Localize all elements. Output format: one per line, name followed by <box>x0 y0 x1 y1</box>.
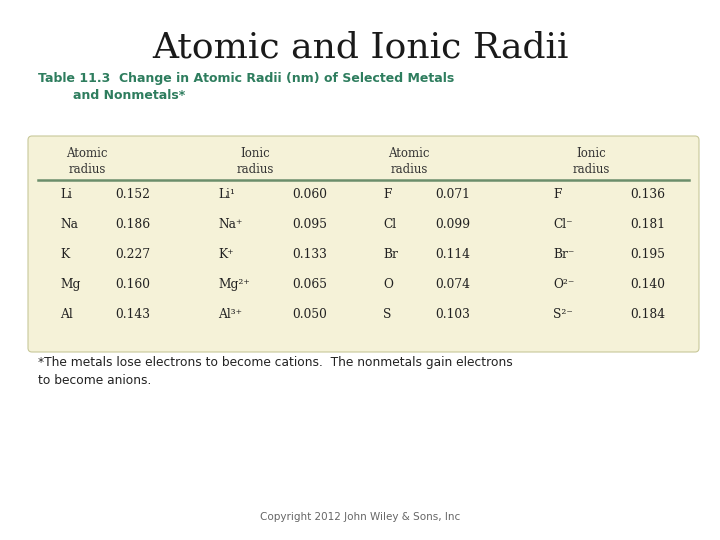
Text: 0.095: 0.095 <box>292 218 327 231</box>
Text: 0.184: 0.184 <box>630 308 665 321</box>
Text: K: K <box>60 248 69 261</box>
Text: S²⁻: S²⁻ <box>553 308 573 321</box>
Text: O: O <box>383 278 393 291</box>
Text: K⁺: K⁺ <box>218 248 233 261</box>
Text: Br: Br <box>383 248 398 261</box>
Text: Na: Na <box>60 218 78 231</box>
Text: Atomic
radius: Atomic radius <box>388 147 430 176</box>
Text: 0.227: 0.227 <box>115 248 150 261</box>
Text: Mg: Mg <box>60 278 81 291</box>
Text: Na⁺: Na⁺ <box>218 218 243 231</box>
Text: 0.065: 0.065 <box>292 278 327 291</box>
Text: Al³⁺: Al³⁺ <box>218 308 242 321</box>
Text: 0.071: 0.071 <box>435 188 470 201</box>
Text: 0.114: 0.114 <box>435 248 470 261</box>
Text: 0.152: 0.152 <box>115 188 150 201</box>
Text: 0.186: 0.186 <box>115 218 150 231</box>
Text: 0.181: 0.181 <box>630 218 665 231</box>
Text: Cl: Cl <box>383 218 396 231</box>
Text: 0.099: 0.099 <box>435 218 470 231</box>
Text: 0.143: 0.143 <box>115 308 150 321</box>
Text: Ionic
radius: Ionic radius <box>572 147 610 176</box>
Text: 0.136: 0.136 <box>630 188 665 201</box>
Text: 0.050: 0.050 <box>292 308 327 321</box>
Text: Mg²⁺: Mg²⁺ <box>218 278 250 291</box>
Text: 0.160: 0.160 <box>115 278 150 291</box>
Text: 0.103: 0.103 <box>435 308 470 321</box>
Text: 0.140: 0.140 <box>630 278 665 291</box>
Text: *The metals lose electrons to become cations.  The nonmetals gain electrons
to b: *The metals lose electrons to become cat… <box>38 356 513 387</box>
Text: S: S <box>383 308 392 321</box>
Text: Ionic
radius: Ionic radius <box>236 147 274 176</box>
Text: 0.195: 0.195 <box>630 248 665 261</box>
Text: Li: Li <box>60 188 72 201</box>
Text: Atomic and Ionic Radii: Atomic and Ionic Radii <box>152 30 568 64</box>
Text: 0.133: 0.133 <box>292 248 327 261</box>
Text: Copyright 2012 John Wiley & Sons, Inc: Copyright 2012 John Wiley & Sons, Inc <box>260 512 460 522</box>
Text: Atomic
radius: Atomic radius <box>66 147 108 176</box>
Text: Li¹: Li¹ <box>218 188 235 201</box>
Text: 0.074: 0.074 <box>435 278 470 291</box>
Text: Al: Al <box>60 308 73 321</box>
Text: F: F <box>553 188 562 201</box>
Text: 0.060: 0.060 <box>292 188 327 201</box>
FancyBboxPatch shape <box>28 136 699 352</box>
Text: F: F <box>383 188 392 201</box>
Text: Table 11.3  Change in Atomic Radii (nm) of Selected Metals
        and Nonmetals: Table 11.3 Change in Atomic Radii (nm) o… <box>38 72 454 102</box>
Text: Cl⁻: Cl⁻ <box>553 218 572 231</box>
Text: Br⁻: Br⁻ <box>553 248 575 261</box>
Text: O²⁻: O²⁻ <box>553 278 575 291</box>
